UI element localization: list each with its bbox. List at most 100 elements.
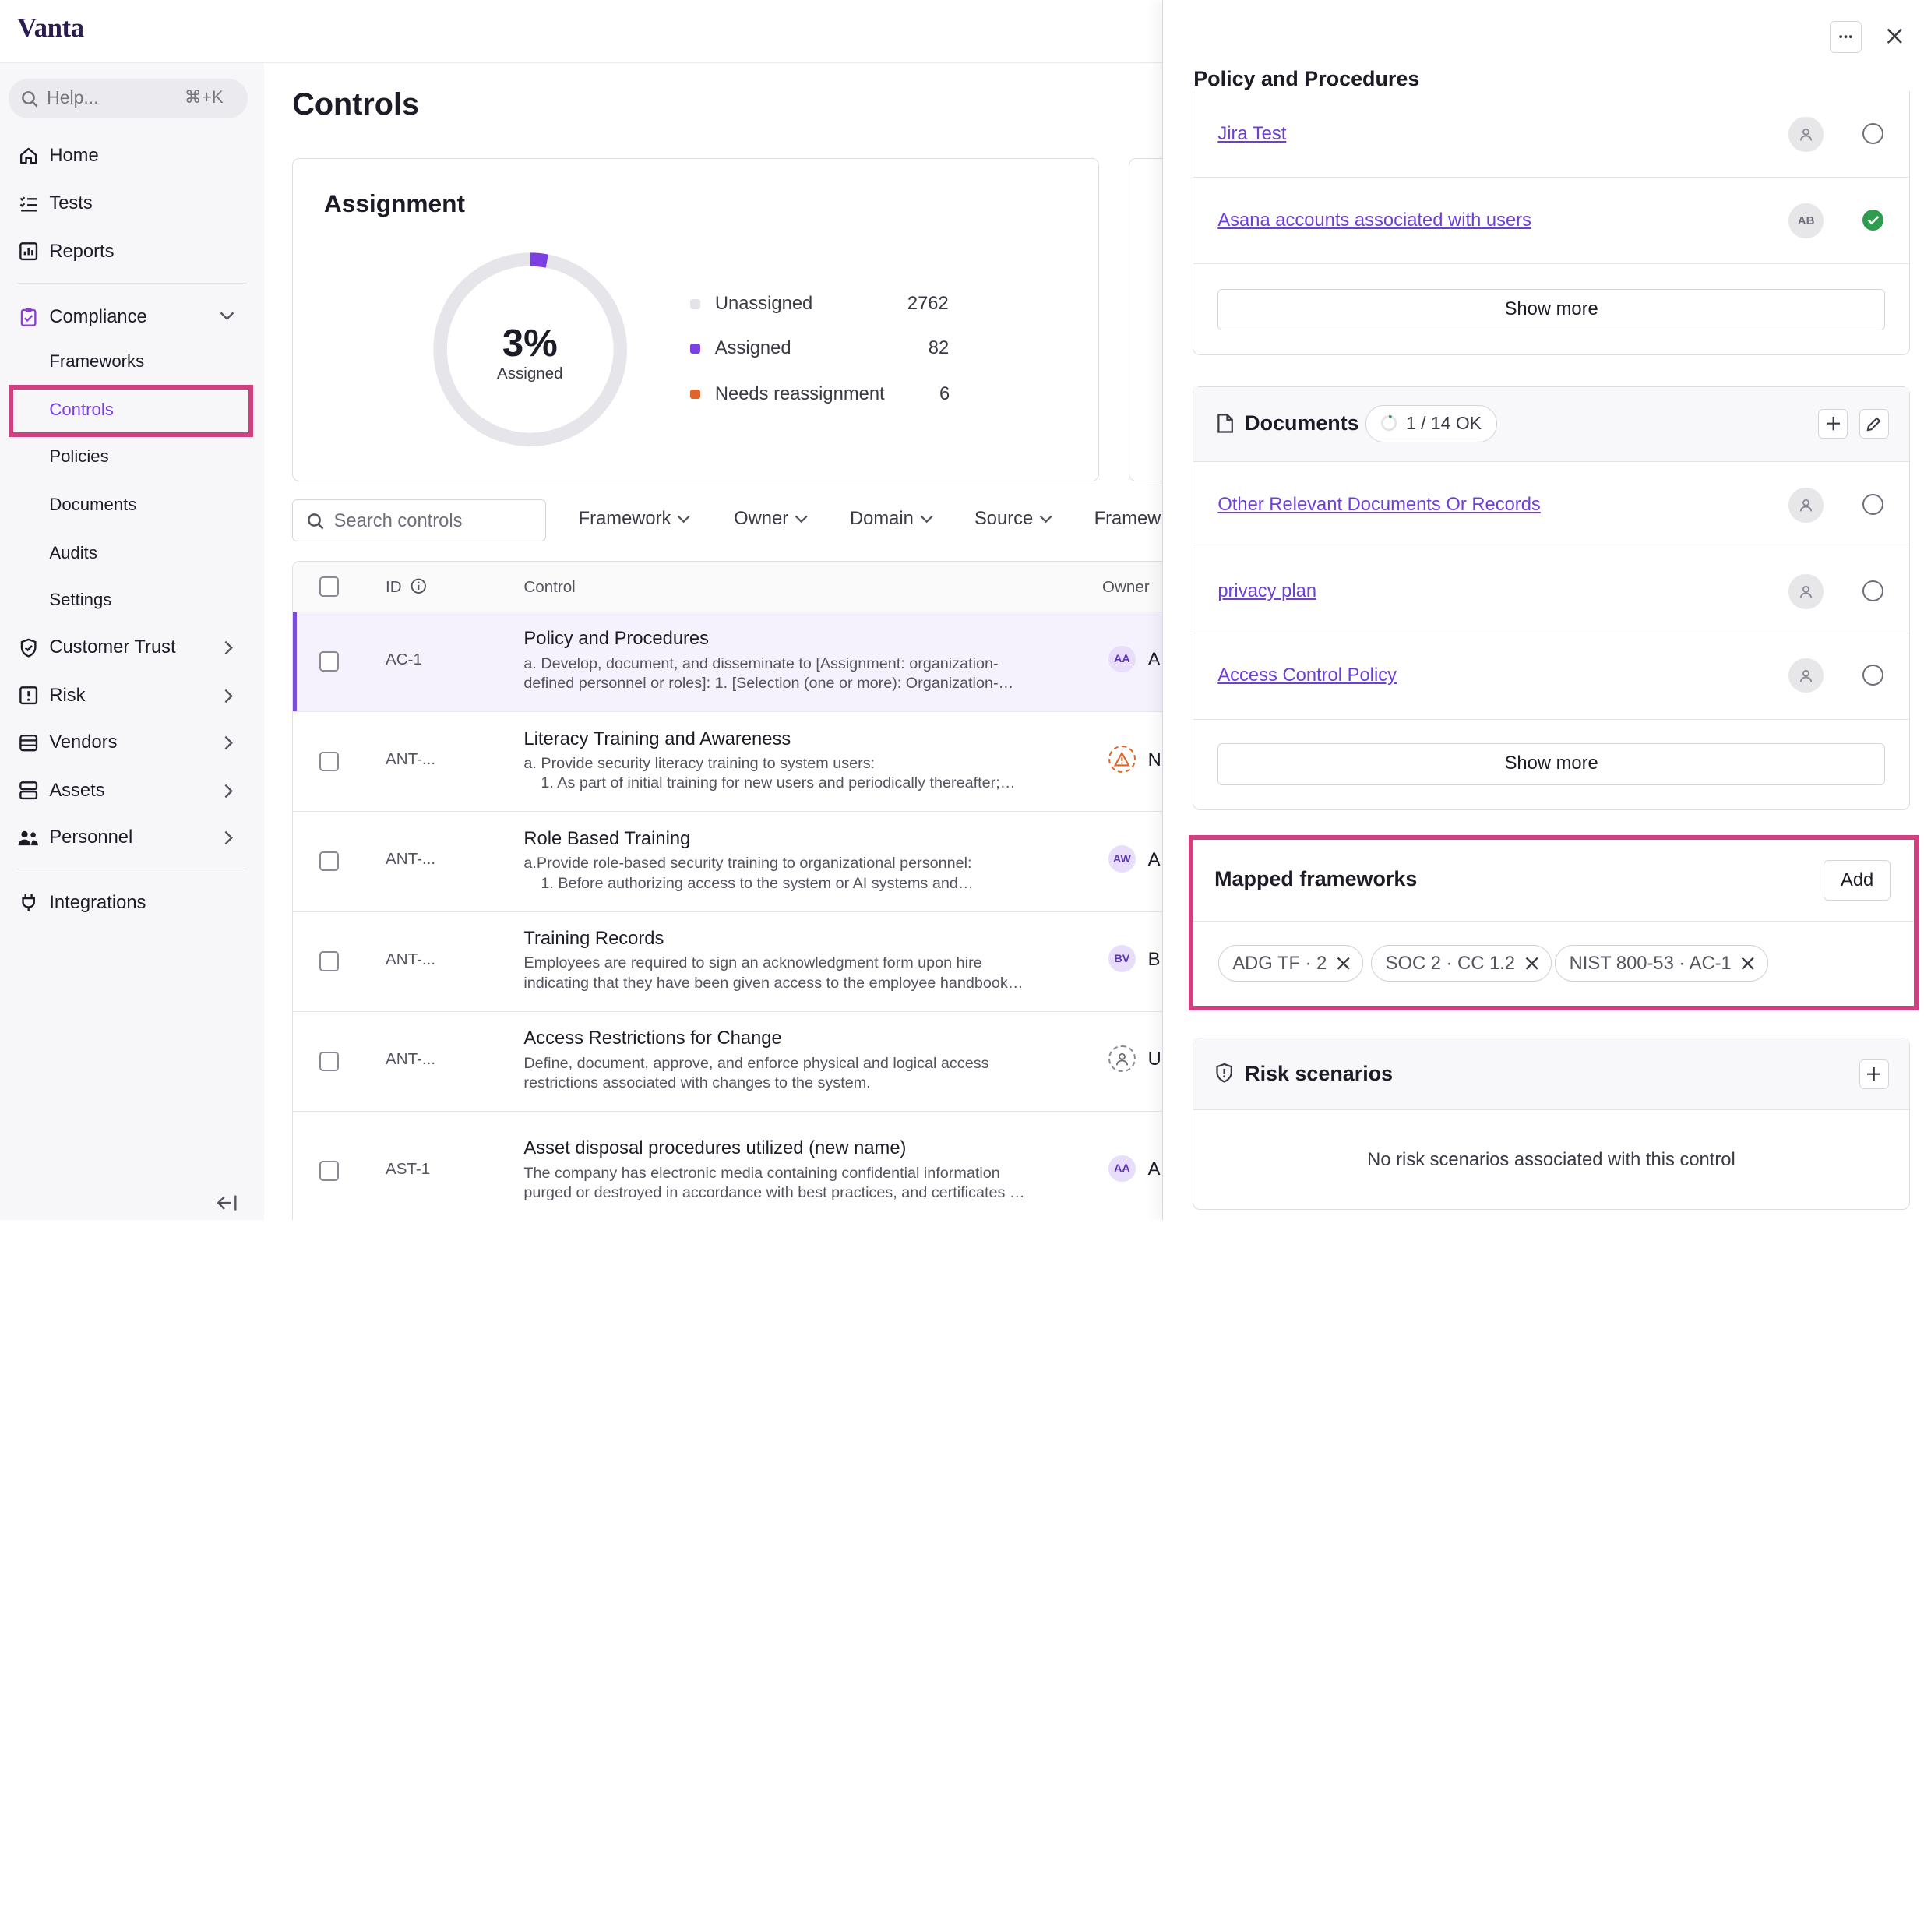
chip-label: ADG TF · 2	[1232, 952, 1327, 974]
sidebar-item-integrations[interactable]: Integrations	[17, 888, 146, 918]
document-link[interactable]: Access Control Policy	[1217, 664, 1397, 686]
close-icon[interactable]	[1887, 28, 1903, 44]
row-checkbox[interactable]	[319, 1051, 339, 1071]
document-link[interactable]: Other Relevant Documents Or Records	[1217, 494, 1541, 516]
avatar[interactable]: AB	[1788, 203, 1824, 238]
filter-domain[interactable]: Domain	[850, 508, 933, 530]
shortcut-hint: ⌘+K	[184, 87, 224, 108]
row-name: Access Restrictions for Change	[523, 1028, 782, 1049]
table-row[interactable]: ANT-... Access Restrictions for Change D…	[293, 1010, 1180, 1111]
document-link[interactable]: privacy plan	[1217, 580, 1317, 602]
chevron-right-icon[interactable]	[224, 830, 234, 845]
chevron-right-icon[interactable]	[224, 689, 234, 703]
user-placeholder-icon[interactable]	[1788, 658, 1824, 693]
assignment-donut	[433, 252, 627, 447]
plug-icon	[17, 892, 40, 915]
sidebar-sub-documents[interactable]: Documents	[49, 494, 137, 514]
chevron-right-icon[interactable]	[224, 640, 234, 655]
search-controls[interactable]: Search controls	[292, 499, 547, 542]
table-row[interactable]: AC-1 Policy and Procedures a. Develop, d…	[293, 611, 1180, 712]
filter-owner[interactable]: Owner	[734, 508, 808, 530]
show-more-button[interactable]: Show more	[1217, 743, 1885, 786]
table-row[interactable]: ANT-... Literacy Training and Awareness …	[293, 711, 1180, 811]
sidebar-item-label: Compliance	[49, 305, 147, 327]
badge-text: 1 / 14 OK	[1406, 413, 1482, 434]
row-checkbox[interactable]	[319, 951, 339, 971]
row-checkbox[interactable]	[319, 851, 339, 872]
close-icon[interactable]	[1337, 957, 1350, 970]
users-icon	[17, 827, 40, 849]
sidebar-sub-audits[interactable]: Audits	[49, 542, 97, 562]
clipboard-check-icon	[17, 306, 40, 329]
filter-source[interactable]: Source	[974, 508, 1053, 530]
test-link[interactable]: Jira Test	[1217, 123, 1287, 145]
list-item: Asana accounts associated with users AB	[1193, 178, 1910, 264]
filter-framework[interactable]: Framework	[579, 508, 691, 530]
tests-section: Jira Test Asana accounts associated with…	[1192, 91, 1911, 356]
test-link[interactable]: Asana accounts associated with users	[1217, 210, 1531, 231]
add-risk-scenario-button[interactable]	[1859, 1059, 1889, 1089]
sidebar-sub-settings[interactable]: Settings	[49, 589, 112, 609]
row-desc: The company has electronic media contain…	[523, 1164, 1025, 1201]
filter-framework-2[interactable]: Framew	[1094, 508, 1161, 530]
sidebar-sub-frameworks[interactable]: Frameworks	[49, 351, 145, 372]
legend-unassigned-value: 2762	[907, 293, 949, 315]
show-more-button[interactable]: Show more	[1217, 288, 1885, 331]
list-item: Access Control Policy	[1193, 633, 1910, 721]
user-placeholder-icon[interactable]	[1788, 117, 1824, 152]
sidebar-item-reports[interactable]: Reports	[17, 237, 114, 266]
table-row[interactable]: AST-1 Asset disposal procedures utilized…	[293, 1111, 1180, 1220]
sidebar-item-tests[interactable]: Tests	[17, 189, 93, 218]
framework-chip: SOC 2 · CC 1.2	[1371, 944, 1552, 982]
row-id: ANT-...	[386, 950, 436, 968]
help-search[interactable]: Help... ⌘+K	[9, 79, 248, 119]
user-placeholder-icon[interactable]	[1788, 574, 1824, 609]
mapped-frameworks-header: Mapped frameworks Add	[1193, 840, 1914, 922]
close-icon[interactable]	[1741, 957, 1755, 970]
add-framework-button[interactable]: Add	[1824, 859, 1891, 901]
close-icon[interactable]	[1525, 957, 1538, 970]
sidebar-sub-policies[interactable]: Policies	[49, 446, 109, 467]
more-options-button[interactable]	[1830, 20, 1862, 54]
edit-documents-button[interactable]	[1859, 409, 1889, 439]
chip-label: NIST 800-53 · AC-1	[1569, 952, 1732, 974]
add-document-button[interactable]	[1818, 409, 1848, 439]
table-row[interactable]: ANT-... Role Based Training a.Provide ro…	[293, 811, 1180, 911]
row-id: ANT-...	[386, 850, 436, 869]
document-icon	[1217, 413, 1234, 434]
select-all-checkbox[interactable]	[319, 576, 339, 597]
collapse-sidebar-icon[interactable]	[216, 1194, 238, 1211]
sidebar-item-personnel[interactable]: Personnel	[17, 823, 132, 852]
row-checkbox[interactable]	[319, 1161, 339, 1181]
sidebar-item-vendors[interactable]: Vendors	[17, 728, 117, 757]
sidebar-item-assets[interactable]: Assets	[17, 776, 105, 806]
chevron-down-icon[interactable]	[220, 311, 234, 321]
avatar: AW	[1108, 845, 1136, 873]
sidebar-sub-controls[interactable]: Controls	[49, 400, 114, 420]
sidebar-item-risk[interactable]: Risk	[17, 681, 86, 710]
user-placeholder-icon[interactable]	[1788, 488, 1824, 523]
sidebar-item-home[interactable]: Home	[17, 141, 99, 171]
chevron-right-icon[interactable]	[224, 784, 234, 799]
legend-assigned-swatch	[690, 344, 700, 354]
row-checkbox[interactable]	[319, 651, 339, 672]
sidebar-item-compliance[interactable]: Compliance	[17, 302, 147, 332]
row-checkbox[interactable]	[319, 751, 339, 772]
plus-icon	[1867, 1066, 1881, 1081]
legend-assigned-label: Assigned	[714, 337, 791, 359]
chevron-down-icon	[920, 515, 933, 524]
row-name: Role Based Training	[523, 827, 691, 849]
chip-label: SOC 2 · CC 1.2	[1385, 952, 1515, 974]
sidebar-item-label: Assets	[49, 780, 105, 802]
list-item: Other Relevant Documents Or Records	[1193, 462, 1910, 549]
sidebar-item-customer-trust[interactable]: Customer Trust	[17, 633, 176, 662]
documents-status-badge: 1 / 14 OK	[1365, 405, 1497, 442]
chevron-right-icon[interactable]	[224, 735, 234, 750]
row-owner: A	[1147, 649, 1161, 671]
info-icon[interactable]	[411, 578, 427, 594]
donut-percent: 3%	[502, 322, 558, 365]
sidebar-item-label: Vendors	[49, 732, 118, 753]
table-row[interactable]: ANT-... Training Records Employees are r…	[293, 911, 1180, 1011]
row-desc: a. Provide security literacy training to…	[523, 754, 1016, 792]
sidebar-item-label: Personnel	[49, 827, 133, 848]
